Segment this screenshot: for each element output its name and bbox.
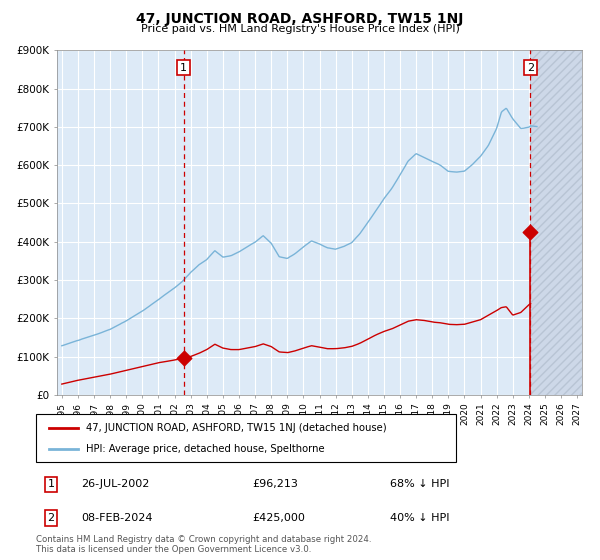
Text: 1: 1 [47,479,55,489]
Text: £96,213: £96,213 [252,479,298,489]
Text: 68% ↓ HPI: 68% ↓ HPI [390,479,449,489]
Text: 2: 2 [47,513,55,523]
Point [526,228,535,237]
Bar [530,50,593,395]
Text: 1: 1 [180,63,187,73]
Text: £425,000: £425,000 [252,513,305,523]
Text: 40% ↓ HPI: 40% ↓ HPI [390,513,449,523]
Text: HPI: Average price, detached house, Spelthorne: HPI: Average price, detached house, Spel… [86,444,325,454]
Text: 26-JUL-2002: 26-JUL-2002 [81,479,149,489]
Text: 2: 2 [527,63,534,73]
Text: 47, JUNCTION ROAD, ASHFORD, TW15 1NJ (detached house): 47, JUNCTION ROAD, ASHFORD, TW15 1NJ (de… [86,423,387,433]
Text: 47, JUNCTION ROAD, ASHFORD, TW15 1NJ: 47, JUNCTION ROAD, ASHFORD, TW15 1NJ [136,12,464,26]
Point [179,353,188,362]
Text: Price paid vs. HM Land Registry's House Price Index (HPI): Price paid vs. HM Land Registry's House … [140,24,460,34]
FancyBboxPatch shape [36,414,456,462]
Text: Contains HM Land Registry data © Crown copyright and database right 2024.: Contains HM Land Registry data © Crown c… [36,535,371,544]
Text: This data is licensed under the Open Government Licence v3.0.: This data is licensed under the Open Gov… [36,545,311,554]
Text: 08-FEB-2024: 08-FEB-2024 [81,513,152,523]
